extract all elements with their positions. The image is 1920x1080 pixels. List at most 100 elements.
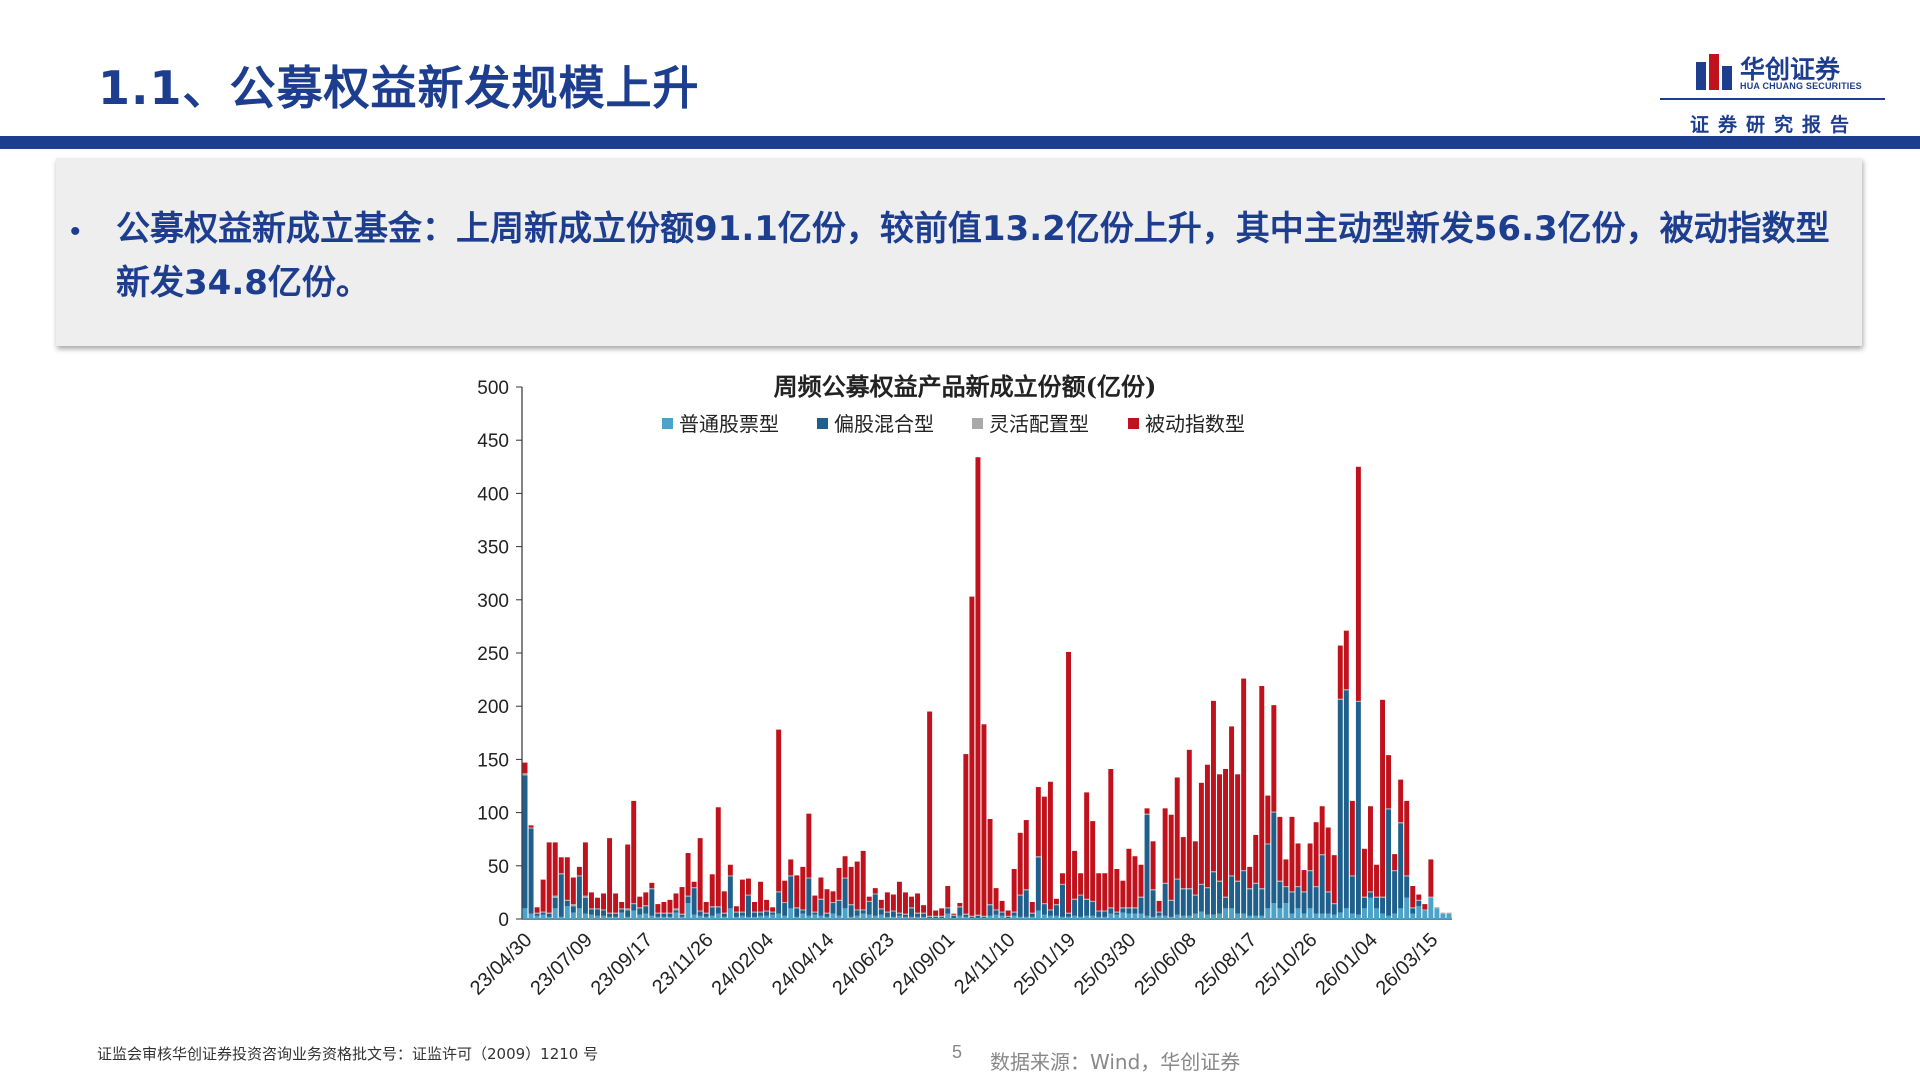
bar-segment [824,913,830,917]
bar-segment [655,916,661,919]
bar-segment [1053,898,1059,905]
bar-segment [1392,871,1398,914]
bar-segment [842,878,848,909]
bar-segment [637,914,643,919]
bar-segment [788,908,794,919]
bar-segment [1374,864,1379,897]
bar-segment [721,916,727,919]
bar-segment [921,905,927,913]
bar-segment [1404,897,1410,919]
bar-segment [1410,913,1416,919]
bar-segment [1422,904,1428,910]
bar-segment [1361,848,1367,897]
bar-segment [1090,900,1096,902]
bar-segment [1210,872,1216,915]
bar-segment [1253,834,1259,883]
bar-segment [806,877,812,879]
bar-segment [1060,873,1065,884]
bar-segment [1084,899,1090,916]
bar-segment [727,875,733,877]
bar-segment [1144,808,1150,814]
bar-segment [661,901,667,913]
bar-segment [921,912,927,914]
bar-segment [691,887,697,889]
bar-segment [884,916,890,919]
bar-segment [1035,910,1041,919]
bar-segment [1144,915,1150,919]
bar-segment [1017,894,1023,896]
bar-segment [558,857,564,874]
bar-segment [601,910,606,916]
bar-segment [1404,875,1410,877]
bar-segment [951,914,957,916]
bar-segment [1186,915,1192,919]
bar-segment [963,754,969,914]
bar-segment [776,913,782,919]
bar-segment [1198,782,1204,884]
bar-segment [1368,897,1373,919]
bar-segment [993,914,999,919]
bar-segment [1096,911,1102,917]
bar-segment [1355,914,1361,919]
bar-segment [818,898,824,900]
bar-segment [1192,841,1198,895]
bar-segment [890,916,896,919]
bar-segment [570,904,576,907]
bar-segment [1271,705,1277,812]
bar-segment [1023,916,1029,919]
bar-segment [1313,887,1319,914]
bar-segment [776,891,782,893]
bar-segment [679,913,685,915]
bar-segment [836,899,842,901]
legend-swatch [662,418,673,429]
bar-segment [564,899,570,901]
y-tick-label: 500 [477,378,509,399]
bar-segment [1446,913,1452,919]
bar-segment [595,897,600,909]
bar-segment [975,917,981,919]
bar-segment [528,913,534,919]
bar-segment [1355,701,1361,915]
x-tick-label: 23/11/26 [648,929,718,999]
bar-segment [1307,843,1313,871]
bar-segment [884,911,890,913]
bar-segment [1096,916,1102,919]
bar-segment [1053,915,1059,919]
bar-segment [812,914,818,919]
bar-segment [806,878,812,916]
bar-segment [1162,883,1168,916]
bar-segment [733,906,739,912]
bar-segment [903,914,908,917]
bar-segment [969,917,975,919]
bar-segment [860,909,866,911]
bar-segment [890,911,896,917]
bar-segment [951,917,957,919]
bar-segment [909,908,914,917]
bar-segment [1235,880,1241,882]
bar-segment [607,912,613,914]
bar-segment [1295,887,1301,909]
bar-segment [1241,871,1247,914]
bar-segment [1247,915,1253,919]
bar-segment [667,899,673,913]
bar-segment [601,915,606,919]
bar-segment [1138,864,1144,897]
bar-segment [1041,904,1047,915]
bar-segment [987,915,993,919]
bar-segment [1029,913,1035,917]
bar-segment [534,915,540,919]
bar-segment [981,916,987,918]
bar-segment [1392,854,1398,871]
bar-segment [637,908,643,915]
bar-segment [788,875,794,877]
bar-segment [1108,908,1114,914]
bar-segment [1198,911,1204,919]
bar-segment [975,457,981,915]
bar-segment [921,916,927,919]
bar-segment [703,901,709,913]
bar-segment [649,915,655,919]
bar-segment [1102,911,1108,917]
bar-segment [818,877,824,899]
bar-segment [770,914,776,919]
bar-segment [1247,888,1253,890]
